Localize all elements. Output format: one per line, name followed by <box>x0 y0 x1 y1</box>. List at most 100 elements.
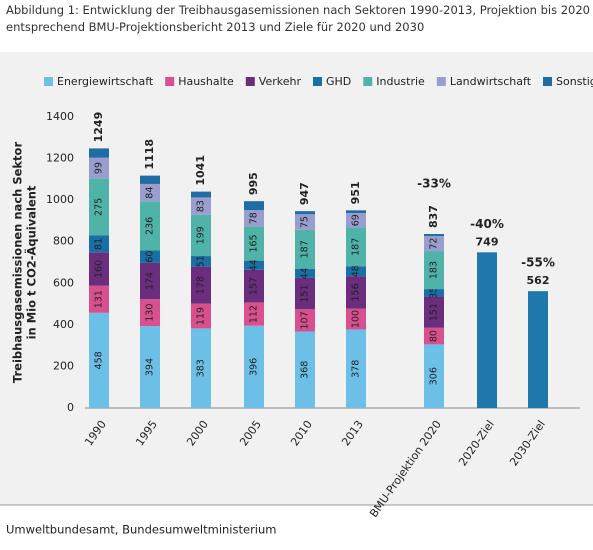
data-label: 72 <box>429 238 440 250</box>
bar-segment <box>89 178 109 236</box>
bar-segment <box>346 210 366 214</box>
data-label: 119 <box>196 307 207 325</box>
data-label: 83 <box>196 200 207 212</box>
legend-label: GHD <box>326 75 351 88</box>
bar-segment <box>140 175 160 184</box>
bar-segment <box>424 234 444 237</box>
bar-segment <box>140 326 160 408</box>
data-label: 99 <box>94 162 105 174</box>
total-bar <box>528 291 548 408</box>
data-label: 44 <box>300 267 311 279</box>
total-label: 1041 <box>194 155 207 186</box>
legend-swatch <box>436 77 446 86</box>
data-label: 84 <box>145 187 156 199</box>
y-tick-label: 1200 <box>46 152 74 165</box>
legend-swatch <box>44 77 53 86</box>
bar-segment <box>346 227 366 267</box>
data-label: 130 <box>145 304 156 322</box>
y-tick-label: 200 <box>53 359 74 372</box>
total-bar <box>477 252 497 408</box>
bar-segment <box>295 268 315 278</box>
bar-segment <box>140 201 160 251</box>
legend-label: Industrie <box>376 75 425 88</box>
bar-segment <box>244 210 264 227</box>
total-label: 947 <box>298 182 311 205</box>
bar-segment <box>424 296 444 328</box>
y-tick-label: 600 <box>53 276 74 289</box>
bar-segment <box>346 213 366 228</box>
bar-segment <box>191 214 211 257</box>
bar-segment <box>295 211 315 215</box>
legend-label: Energiewirtschaft <box>57 75 154 88</box>
data-label: 35 <box>429 287 440 299</box>
bar-segment <box>89 252 109 286</box>
data-label: 165 <box>249 234 260 252</box>
data-label: 80 <box>429 330 440 342</box>
data-label: 100 <box>351 310 362 328</box>
data-label: 236 <box>145 217 156 235</box>
bar-segment <box>140 250 160 263</box>
y-axis-label: Treibhausgasemissionen nach Sektor <box>11 142 25 384</box>
data-label: 151 <box>429 303 440 321</box>
data-label: 107 <box>300 311 311 329</box>
bar-segment <box>244 302 264 326</box>
bar-segment <box>140 183 160 202</box>
data-label: 174 <box>145 272 156 290</box>
source: Umweltbundesamt, Bundesumweltministerium <box>6 523 277 537</box>
bar-segment <box>191 197 211 215</box>
total-label: 951 <box>349 181 362 204</box>
bar-segment <box>424 236 444 252</box>
data-label: 131 <box>94 290 105 308</box>
legend-swatch <box>312 77 322 86</box>
bar-segment <box>424 344 444 408</box>
bar-segment <box>244 201 264 211</box>
bar-segment <box>191 256 211 267</box>
data-label: 78 <box>249 212 260 224</box>
bar-segment <box>346 266 366 277</box>
data-label: 396 <box>249 358 260 376</box>
data-label: 378 <box>351 360 362 378</box>
change-label: -40% <box>470 217 504 231</box>
data-label: 157 <box>249 277 260 295</box>
total-label: 837 <box>427 205 440 228</box>
data-label: 187 <box>300 240 311 258</box>
data-label: 178 <box>196 276 207 294</box>
bar-segment <box>140 262 160 300</box>
y-tick-label: 0 <box>67 401 74 414</box>
data-label: 458 <box>94 351 105 369</box>
legend-label: Haushalte <box>178 75 234 88</box>
data-label: 51 <box>196 255 207 267</box>
data-label: 368 <box>300 361 311 379</box>
total-label: 562 <box>527 274 550 287</box>
data-label: 183 <box>429 261 440 279</box>
data-label: 81 <box>94 238 105 250</box>
y-axis-label: in Mio t CO2-Äquivalent <box>24 185 39 339</box>
change-label: -55% <box>521 256 555 270</box>
bar-segment <box>191 191 211 198</box>
data-label: 44 <box>249 259 260 271</box>
y-tick-label: 400 <box>53 318 74 331</box>
data-label: 48 <box>351 265 362 277</box>
data-label: 199 <box>196 226 207 244</box>
total-label: 1118 <box>143 139 156 170</box>
total-label: 1249 <box>92 112 105 143</box>
bar-segment <box>295 229 315 269</box>
data-label: 275 <box>94 198 105 216</box>
bar-segment <box>89 148 109 158</box>
data-label: 394 <box>145 358 156 376</box>
bar-segment <box>191 328 211 408</box>
data-label: 156 <box>351 283 362 301</box>
bar-segment <box>346 308 366 330</box>
bar-segment <box>295 331 315 408</box>
total-label: 749 <box>476 235 499 248</box>
data-label: 69 <box>351 214 362 226</box>
title-box: Abbildung 1: Entwicklung der Treibhausga… <box>6 3 590 34</box>
legend-label: Sonstige <box>556 75 593 88</box>
data-label: 75 <box>300 216 311 228</box>
data-label: 151 <box>300 285 311 303</box>
bar-segment <box>346 276 366 309</box>
bar-segment <box>424 251 444 290</box>
bar-segment <box>191 266 211 304</box>
data-label: 112 <box>249 305 260 323</box>
